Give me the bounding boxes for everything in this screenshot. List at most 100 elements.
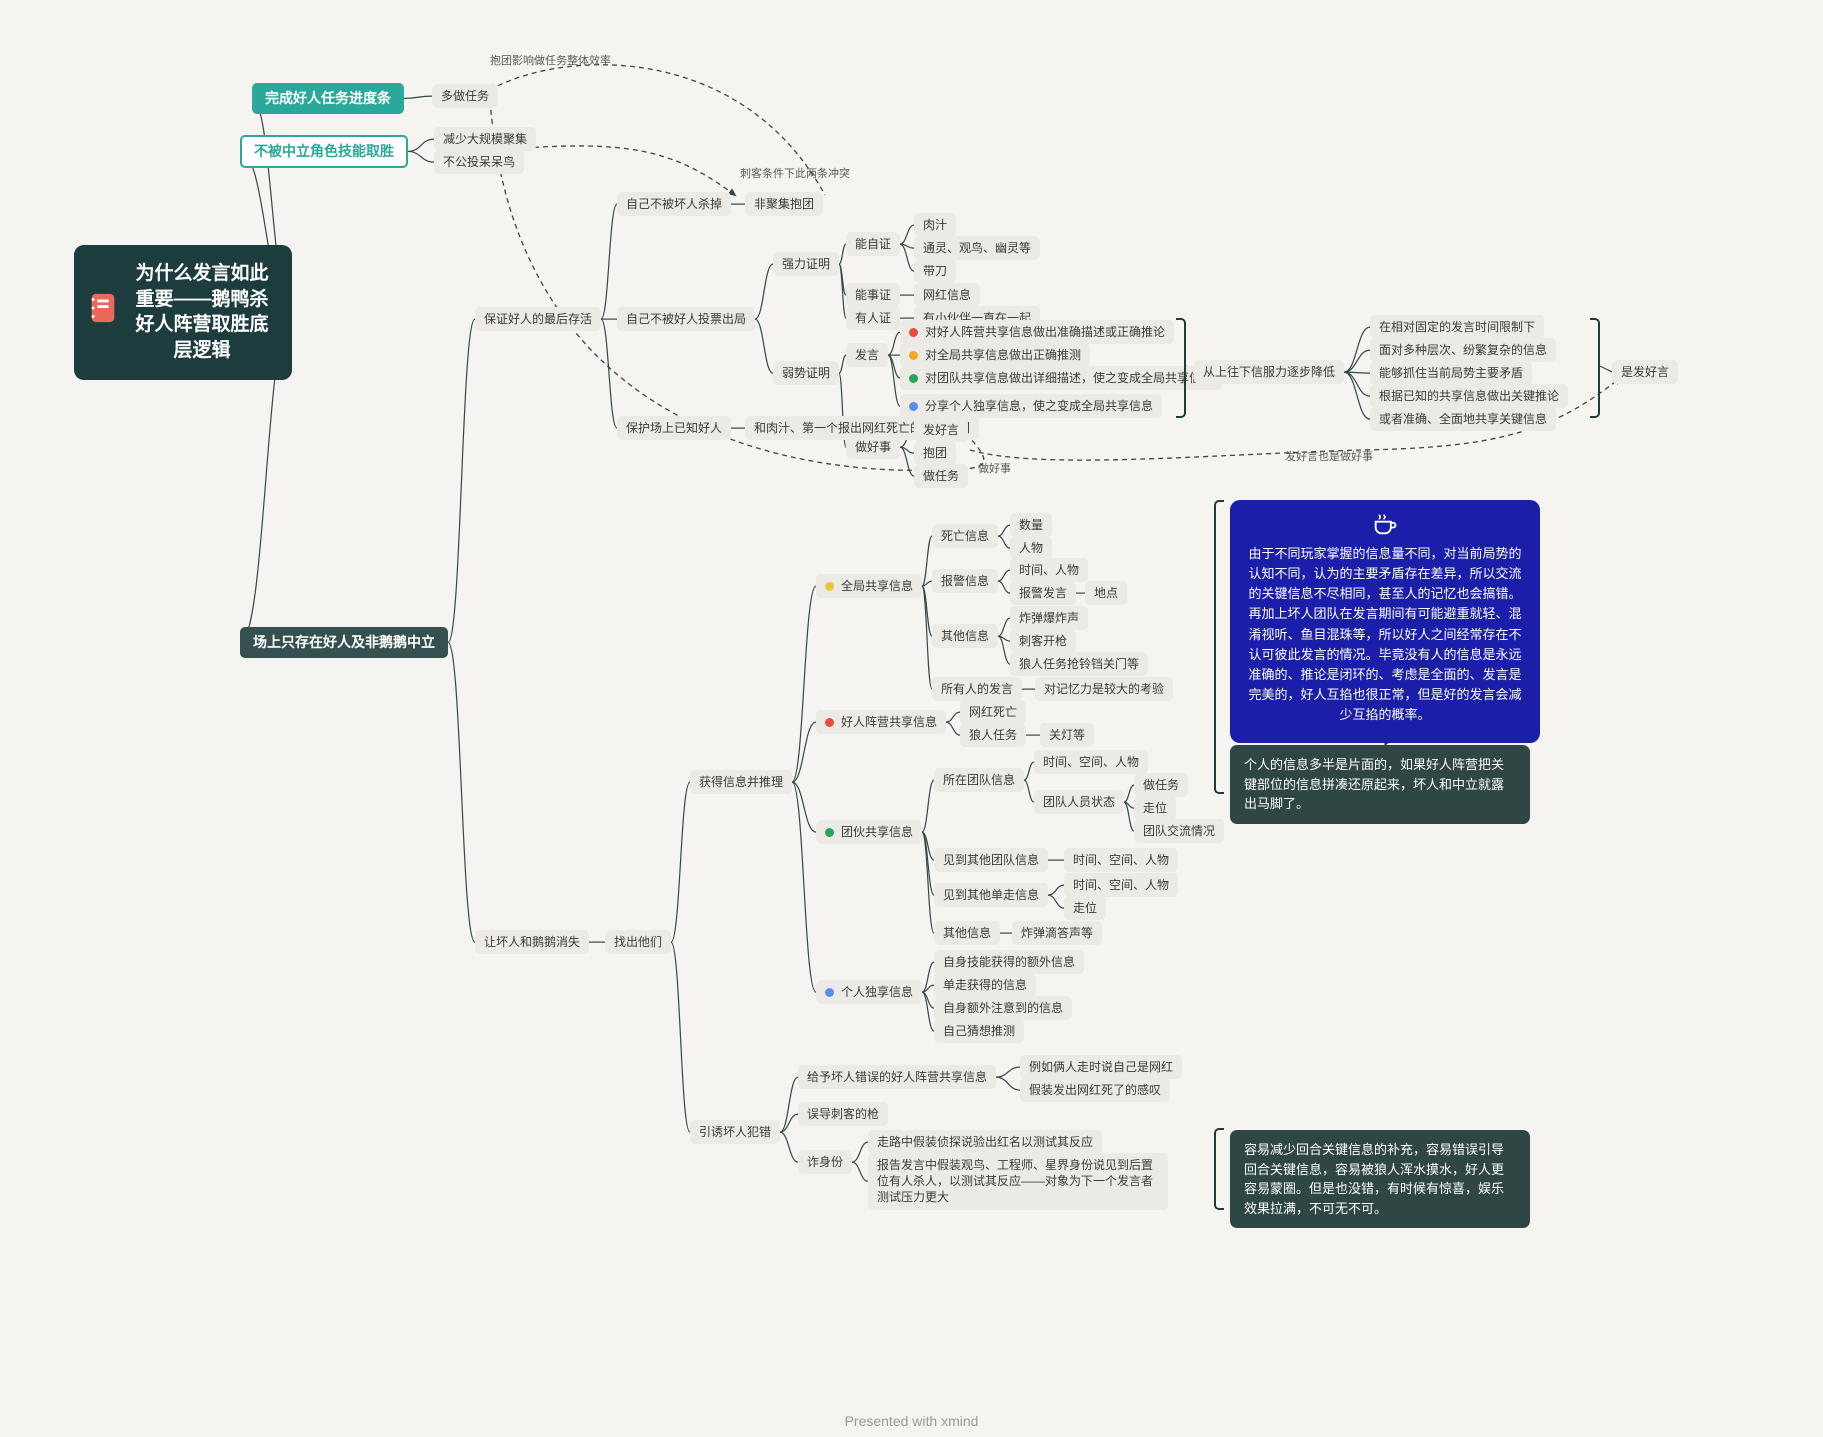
node-survive-pf1[interactable]: 能自证: [846, 232, 900, 256]
node-find-ts3b[interactable]: 走位: [1064, 896, 1106, 920]
node-survive-do1[interactable]: 发好言: [914, 418, 968, 442]
node-survive-do0[interactable]: 做好事: [846, 435, 900, 459]
node-survive-pf[interactable]: 强力证明: [773, 252, 839, 276]
node-find-ps3[interactable]: 自身额外注意到的信息: [934, 996, 1072, 1020]
node-survive-c3[interactable]: 能够抓住当前局势主要矛盾: [1370, 361, 1532, 385]
node-survive-cred[interactable]: 从上往下信服力逐步降低: [1194, 360, 1344, 384]
node-level1-b[interactable]: 不被中立角色技能取胜: [240, 135, 408, 168]
node-find-ts1a[interactable]: 时间、空间、人物: [1034, 750, 1148, 774]
node-small-s3[interactable]: 不公投呆呆鸟: [434, 150, 524, 174]
root-topic[interactable]: 为什么发言如此重要——鹅鸭杀好人阵营取胜底层逻辑: [74, 245, 292, 380]
node-survive-sp3[interactable]: 对团队共享信息做出详细描述，使之变成全局共享信息: [900, 366, 1222, 390]
node-find-tr1b[interactable]: 假装发出网红死了的感叹: [1020, 1078, 1170, 1102]
brace-2: [1214, 500, 1224, 794]
node-survive-pf3[interactable]: 有人证: [846, 306, 900, 330]
edge-label-e2: 刺客条件下此两条冲突: [740, 165, 850, 181]
node-survive-g1a[interactable]: 非聚集抱团: [745, 192, 823, 216]
node-survive-pf1a[interactable]: 肉汁: [914, 213, 956, 237]
node-survive-pf2[interactable]: 能事证: [846, 283, 900, 307]
node-survive-sp4[interactable]: 分享个人独享信息，使之变成全局共享信息: [900, 394, 1162, 418]
node-survive-do2[interactable]: 抱团: [914, 441, 956, 465]
node-survive-sp1[interactable]: 对好人阵营共享信息做出准确描述或正确推论: [900, 320, 1174, 344]
node-find-ts3[interactable]: 见到其他单走信息: [934, 883, 1048, 907]
node-small-s2[interactable]: 减少大规模聚集: [434, 127, 536, 151]
node-find-hs[interactable]: 好人阵营共享信息: [816, 710, 946, 734]
node-find-gs3b[interactable]: 刺客开枪: [1010, 629, 1076, 653]
edge-label-e1: 抱团影响做任务整体效率: [490, 52, 611, 68]
node-survive-g2[interactable]: 自己不被好人投票出局: [617, 307, 755, 331]
node-survive-c5[interactable]: 或者准确、全面地共享关键信息: [1370, 407, 1556, 431]
node-find-f0[interactable]: 让坏人和鹅鹅消失: [475, 930, 589, 954]
node-find-gs2b[interactable]: 报警发言: [1010, 581, 1076, 605]
node-find-gs2[interactable]: 报警信息: [932, 569, 998, 593]
node-find-hs2[interactable]: 狼人任务: [960, 723, 1026, 747]
node-level1-c[interactable]: 场上只存在好人及非鹅鹅中立: [240, 627, 448, 658]
node-find-hs1[interactable]: 网红死亡: [960, 700, 1026, 724]
node-find-ps2[interactable]: 单走获得的信息: [934, 973, 1036, 997]
node-find-ts1b[interactable]: 团队人员状态: [1034, 790, 1124, 814]
node-find-tr3b[interactable]: 报告发言中假装观鸟、工程师、星界身份说见到后置位有人杀人，以测试其反应——对象为…: [868, 1153, 1168, 1210]
node-small-s1[interactable]: 多做任务: [432, 84, 498, 108]
node-survive-pf1b[interactable]: 通灵、观鸟、幽灵等: [914, 236, 1040, 260]
node-survive-g3[interactable]: 保护场上已知好人: [617, 416, 731, 440]
node-survive-is[interactable]: 是发好言: [1612, 360, 1678, 384]
node-find-tr0[interactable]: 引诱坏人犯错: [690, 1120, 780, 1144]
edge-label-e4: 发好言也是做好事: [1285, 448, 1373, 464]
node-survive-c1[interactable]: 在相对固定的发言时间限制下: [1370, 315, 1544, 339]
node-find-tr3a[interactable]: 走路中假装侦探说验出红名以测试其反应: [868, 1130, 1102, 1154]
node-find-ts1b3[interactable]: 团队交流情况: [1134, 819, 1224, 843]
brace-1: [1590, 318, 1600, 418]
callout-gray2: 容易减少回合关键信息的补充，容易错误引导回合关键信息，容易被狼人浑水摸水，好人更…: [1230, 1130, 1530, 1228]
node-survive-sp[interactable]: 发言: [846, 343, 888, 367]
notebook-icon: [86, 291, 120, 325]
node-level1-a[interactable]: 完成好人任务进度条: [252, 83, 404, 114]
node-survive-g1[interactable]: 自己不被坏人杀掉: [617, 192, 731, 216]
edge-label-e3: 做好事: [978, 460, 1011, 476]
node-find-gs1[interactable]: 死亡信息: [932, 524, 998, 548]
node-find-ts2[interactable]: 见到其他团队信息: [934, 848, 1048, 872]
node-find-gs1a[interactable]: 数量: [1010, 513, 1052, 537]
callout-insight: 由于不同玩家掌握的信息量不同，对当前局势的认知不同，认为的主要矛盾存在差异，所以…: [1230, 500, 1540, 743]
node-find-r0[interactable]: 获得信息并推理: [690, 770, 792, 794]
node-find-gs2b1[interactable]: 地点: [1085, 581, 1127, 605]
callout-gray1: 个人的信息多半是片面的，如果好人阵营把关键部位的信息拼凑还原起来，坏人和中立就露…: [1230, 745, 1530, 824]
node-find-ps[interactable]: 个人独享信息: [816, 980, 922, 1004]
node-survive-c2[interactable]: 面对多种层次、纷繁复杂的信息: [1370, 338, 1556, 362]
node-find-gs3[interactable]: 其他信息: [932, 624, 998, 648]
node-find-ts1b1[interactable]: 做任务: [1134, 773, 1188, 797]
node-find-ps4[interactable]: 自己猜想推测: [934, 1019, 1024, 1043]
node-find-ts1[interactable]: 所在团队信息: [934, 768, 1024, 792]
node-find-gs3c[interactable]: 狼人任务抢铃铛关门等: [1010, 652, 1148, 676]
node-survive-sp2[interactable]: 对全局共享信息做出正确推测: [900, 343, 1090, 367]
node-find-ts[interactable]: 团伙共享信息: [816, 820, 922, 844]
node-survive-g0[interactable]: 保证好人的最后存活: [475, 307, 601, 331]
node-find-gs4a[interactable]: 对记忆力是较大的考验: [1035, 677, 1173, 701]
node-find-gs[interactable]: 全局共享信息: [816, 574, 922, 598]
root-label: 为什么发言如此重要——鹅鸭杀好人阵营取胜底层逻辑: [135, 263, 268, 361]
node-find-ts4[interactable]: 其他信息: [934, 921, 1000, 945]
node-find-gs2a[interactable]: 时间、人物: [1010, 558, 1088, 582]
node-find-gs1b[interactable]: 人物: [1010, 536, 1052, 560]
node-find-tr1a[interactable]: 例如俩人走时说自己是网红: [1020, 1055, 1182, 1079]
node-find-ts3a[interactable]: 时间、空间、人物: [1064, 873, 1178, 897]
node-survive-pf2a[interactable]: 网红信息: [914, 283, 980, 307]
node-find-gs4[interactable]: 所有人的发言: [932, 677, 1022, 701]
node-find-gs3a[interactable]: 炸弹爆炸声: [1010, 606, 1088, 630]
node-survive-wk[interactable]: 弱势证明: [773, 361, 839, 385]
node-find-ts2a[interactable]: 时间、空间、人物: [1064, 848, 1178, 872]
node-find-ps1[interactable]: 自身技能获得的额外信息: [934, 950, 1084, 974]
brace-0: [1176, 318, 1186, 418]
node-find-ts4a[interactable]: 炸弹滴答声等: [1012, 921, 1102, 945]
node-survive-c4[interactable]: 根据已知的共享信息做出关键推论: [1370, 384, 1568, 408]
node-find-f1[interactable]: 找出他们: [605, 930, 671, 954]
node-find-ts1b2[interactable]: 走位: [1134, 796, 1176, 820]
node-find-tr2[interactable]: 误导刺客的枪: [798, 1102, 888, 1126]
footer: Presented with xmind: [0, 1413, 1823, 1429]
node-find-tr3[interactable]: 诈身份: [798, 1150, 852, 1174]
node-survive-pf1c[interactable]: 带刀: [914, 259, 956, 283]
node-survive-do3[interactable]: 做任务: [914, 464, 968, 488]
brace-3: [1214, 1128, 1224, 1210]
node-find-tr1[interactable]: 给予坏人错误的好人阵营共享信息: [798, 1065, 996, 1089]
node-find-hs2a[interactable]: 关灯等: [1040, 723, 1094, 747]
coffee-icon: [1371, 510, 1399, 538]
